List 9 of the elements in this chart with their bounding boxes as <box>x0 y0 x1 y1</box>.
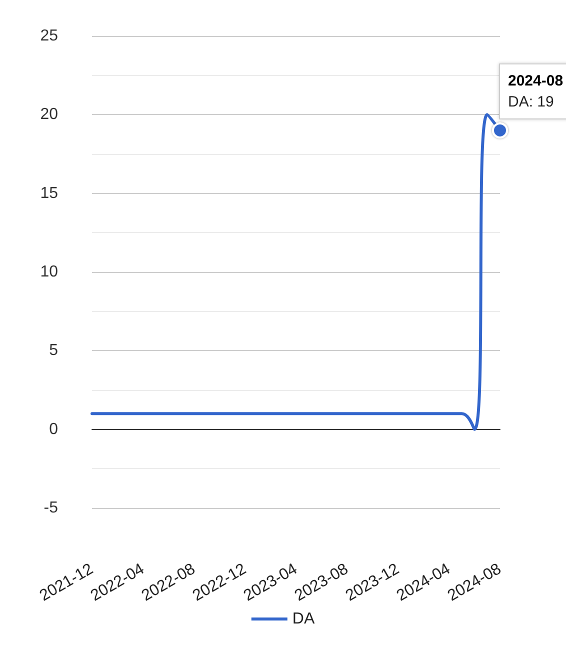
legend-label: DA <box>292 610 315 628</box>
annotation: 2024-08 DA: 19 <box>508 72 564 110</box>
y-tick-label: 15 <box>40 184 58 202</box>
y-tick-label: 5 <box>49 342 58 360</box>
y-tick-label: 20 <box>40 106 58 124</box>
y-tick-label: -5 <box>44 500 58 516</box>
y-tick-label: 0 <box>49 420 58 438</box>
y-tick-label: 25 <box>40 28 58 44</box>
y-tick-label: 10 <box>40 264 58 280</box>
